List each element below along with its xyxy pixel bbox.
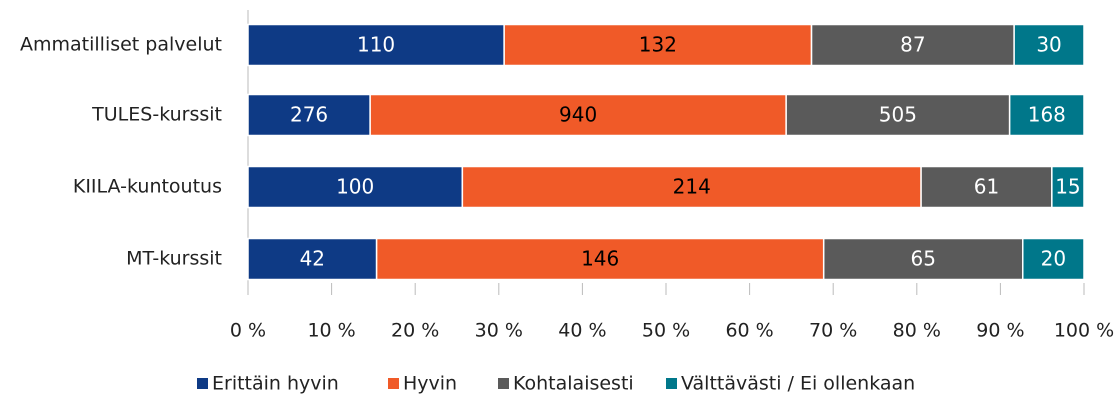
bar-segment — [1051, 165, 1085, 209]
x-tick-label: 90 % — [976, 320, 1024, 342]
data-label: 940 — [559, 103, 597, 127]
category-label: MT-kurssit — [126, 248, 222, 270]
legend-label: Kohtalaisesti — [513, 373, 634, 395]
x-tick-label: 60 % — [725, 320, 773, 342]
bar-segment — [1013, 23, 1085, 67]
bar-segment — [810, 23, 1015, 67]
bar-segment — [1022, 237, 1085, 281]
x-tick-label: 50 % — [642, 320, 690, 342]
data-label: 214 — [673, 175, 711, 199]
bar-segment — [247, 93, 371, 137]
category-label: KIILA-kuntoutus — [73, 176, 222, 198]
bar-segment — [822, 237, 1024, 281]
bar-segment — [1008, 93, 1085, 137]
data-label: 132 — [639, 33, 677, 57]
legend-swatch — [197, 378, 208, 389]
data-label: 146 — [581, 247, 619, 271]
bar-segment — [785, 93, 1011, 137]
data-label: 65 — [911, 247, 936, 271]
bar-segment — [375, 237, 825, 281]
data-label: 168 — [1028, 103, 1066, 127]
data-label: 61 — [974, 175, 999, 199]
x-tick-label: 100 % — [1054, 320, 1114, 342]
x-tick-label: 80 % — [893, 320, 941, 342]
legend-label: Välttävästi / Ei ollenkaan — [681, 373, 915, 395]
x-tick-label: 40 % — [558, 320, 606, 342]
bar-segment — [920, 165, 1053, 209]
legend-swatch — [388, 378, 399, 389]
legend-swatch — [666, 378, 677, 389]
category-label: TULES-kurssit — [91, 104, 222, 126]
data-label: 100 — [336, 175, 374, 199]
data-label: 20 — [1041, 247, 1066, 271]
legend-label: Erittäin hyvin — [212, 373, 339, 395]
data-label: 42 — [300, 247, 325, 271]
x-tick-label: 70 % — [809, 320, 857, 342]
x-tick-label: 10 % — [307, 320, 355, 342]
data-label: 276 — [290, 103, 328, 127]
bar-segment — [247, 165, 464, 209]
data-label: 505 — [879, 103, 917, 127]
data-label: 87 — [900, 33, 925, 57]
bar-segment — [247, 237, 378, 281]
x-tick-label: 30 % — [475, 320, 523, 342]
legend-label: Hyvin — [403, 373, 457, 395]
data-label: 110 — [357, 33, 395, 57]
bar-segment — [369, 93, 787, 137]
x-tick-label: 0 % — [230, 320, 266, 342]
category-label: Ammatilliset palvelut — [20, 34, 222, 56]
bar-segment — [247, 23, 505, 67]
bar-segment — [503, 23, 813, 67]
legend-swatch — [498, 378, 509, 389]
bar-segment — [461, 165, 922, 209]
data-label: 30 — [1036, 33, 1061, 57]
x-tick-label: 20 % — [391, 320, 439, 342]
data-label: 15 — [1055, 175, 1080, 199]
